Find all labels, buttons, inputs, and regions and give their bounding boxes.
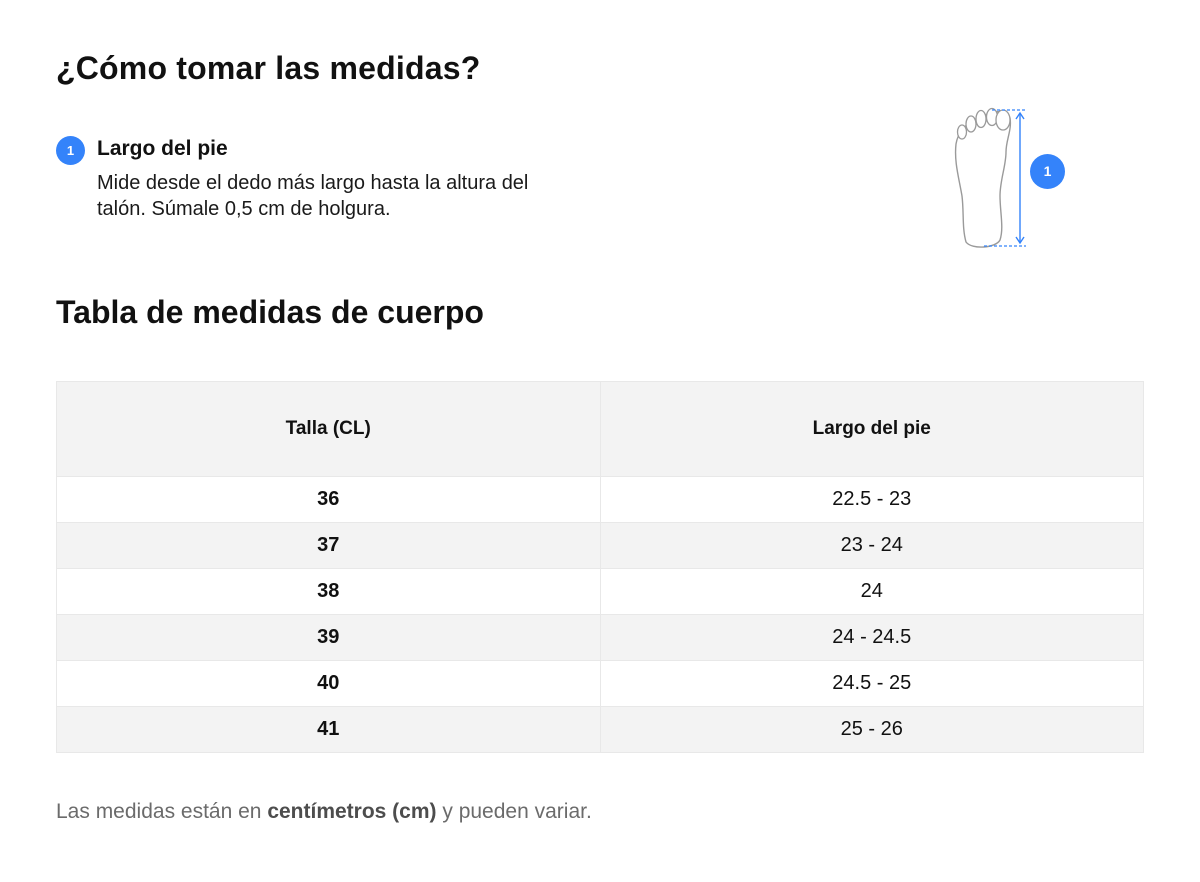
step-number-badge: 1 [56, 136, 85, 165]
table-row: 41 25 - 26 [56, 706, 1144, 753]
size-cell: 37 [56, 522, 601, 569]
column-header-size: Talla (CL) [56, 381, 601, 477]
table-section-title: Tabla de medidas de cuerpo [56, 294, 484, 330]
table-row: 39 24 - 24.5 [56, 614, 1144, 661]
foot-measure-figure: 1 [948, 104, 1068, 254]
step-title: Largo del pie [97, 137, 228, 160]
size-cell: 36 [56, 476, 601, 523]
size-table: Talla (CL) Largo del pie 36 22.5 - 23 37… [56, 381, 1144, 753]
length-cell: 25 - 26 [599, 706, 1144, 753]
length-cell: 24.5 - 25 [599, 660, 1144, 707]
length-cell: 24 [599, 568, 1144, 615]
footnote-unit: centímetros (cm) [267, 800, 437, 823]
table-row: 38 24 [56, 568, 1144, 615]
footnote-suffix: y pueden variar. [436, 800, 592, 823]
table-header-row: Talla (CL) Largo del pie [56, 381, 1144, 477]
size-cell: 39 [56, 614, 601, 661]
length-cell: 24 - 24.5 [599, 614, 1144, 661]
page-title: ¿Cómo tomar las medidas? [56, 50, 481, 86]
table-row: 36 22.5 - 23 [56, 476, 1144, 523]
table-row: 40 24.5 - 25 [56, 660, 1144, 707]
size-cell: 41 [56, 706, 601, 753]
length-cell: 23 - 24 [599, 522, 1144, 569]
footnote-prefix: Las medidas están en [56, 800, 268, 823]
length-cell: 22.5 - 23 [599, 476, 1144, 523]
figure-number-badge: 1 [1030, 154, 1065, 189]
units-footnote: Las medidas están en centímetros (cm) y … [56, 800, 592, 824]
foot-measure-icon [954, 107, 1026, 248]
size-cell: 40 [56, 660, 601, 707]
size-cell: 38 [56, 568, 601, 615]
table-row: 37 23 - 24 [56, 522, 1144, 569]
column-header-foot-length: Largo del pie [599, 381, 1144, 477]
step-description: Mide desde el dedo más largo hasta la al… [97, 172, 529, 220]
